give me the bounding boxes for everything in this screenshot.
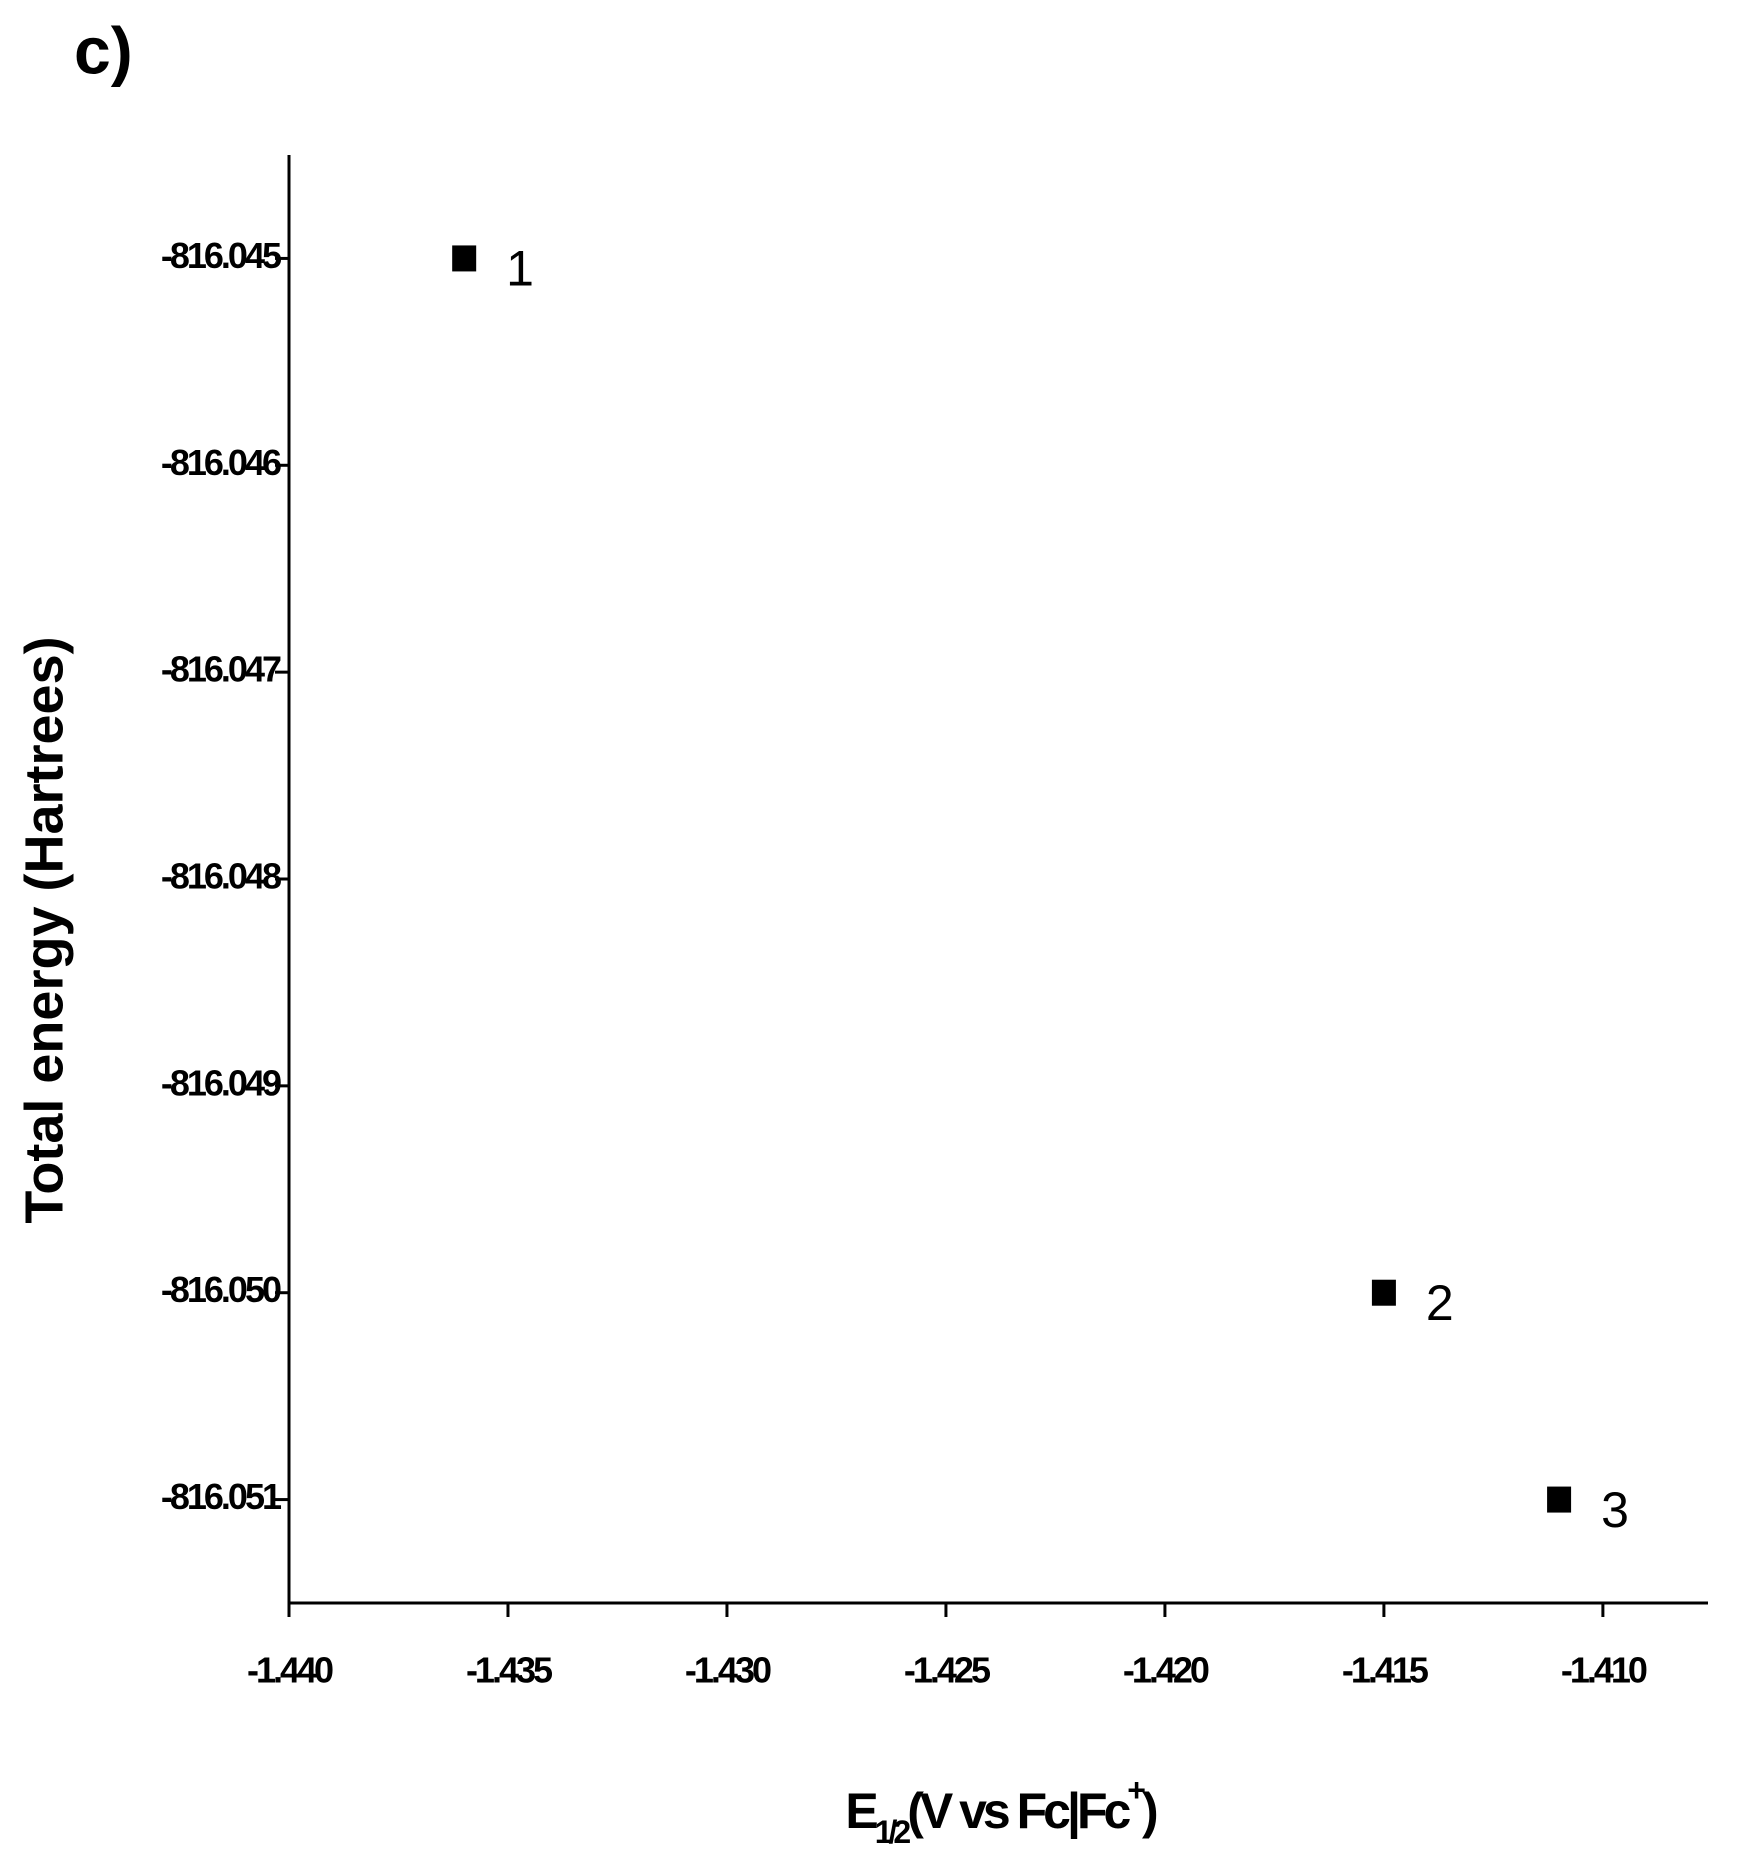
x-tick-label: -1.425 xyxy=(904,1650,991,1691)
x-label-rest: (V vs Fc|Fc xyxy=(907,1783,1130,1840)
x-tick-label: -1.440 xyxy=(247,1650,333,1691)
y-tick-label: -816.046 xyxy=(161,442,281,483)
x-tick-label: -1.415 xyxy=(1342,1650,1429,1691)
x-label-main: E xyxy=(845,1783,877,1839)
point-label: 1 xyxy=(506,241,534,297)
point xyxy=(1371,1279,1396,1306)
point xyxy=(452,245,477,272)
x-tick-label: -1.420 xyxy=(1123,1650,1209,1691)
x-label-sub: 1/2 xyxy=(875,1814,911,1850)
y-tick-label: -816.048 xyxy=(161,856,281,897)
x-label-end: ) xyxy=(1142,1783,1157,1839)
y-tick-label: -816.045 xyxy=(161,235,282,276)
point xyxy=(1547,1486,1572,1513)
x-tick-label: -1.430 xyxy=(685,1650,771,1691)
point-label: 3 xyxy=(1601,1482,1629,1538)
point-label: 2 xyxy=(1426,1275,1454,1331)
y-tick-label: -816.049 xyxy=(161,1062,281,1103)
x-axis-label: E1/2(V vs Fc|Fc+) xyxy=(845,1772,1157,1850)
y-tick-label: -816.047 xyxy=(161,649,281,690)
y-tick-label: -816.051 xyxy=(161,1476,282,1517)
y-axis-label: Total energy (Hartrees) xyxy=(14,636,74,1223)
panel-label: c) xyxy=(74,13,133,87)
x-tick-label: -1.435 xyxy=(466,1650,553,1691)
y-tick-label: -816.050 xyxy=(161,1269,281,1310)
x-tick-label: -1.410 xyxy=(1561,1650,1647,1691)
